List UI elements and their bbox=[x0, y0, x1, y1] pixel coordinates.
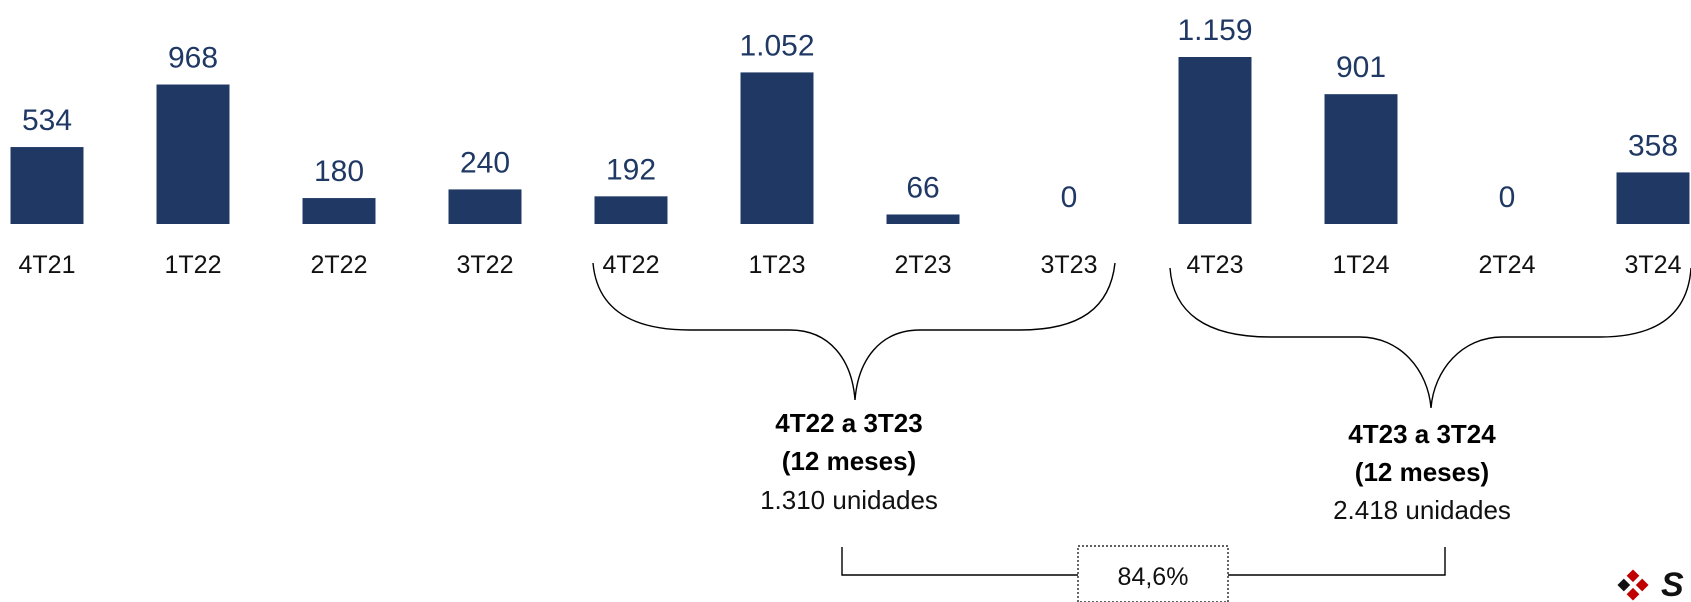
bar-1T24 bbox=[1324, 94, 1398, 225]
group-2-units: 2.418 unidades bbox=[1333, 495, 1511, 525]
value-label-3T24: 358 bbox=[1628, 129, 1678, 162]
category-label-1T23: 1T23 bbox=[749, 251, 806, 279]
category-label-3T24: 3T24 bbox=[1625, 251, 1682, 279]
group-brace-2 bbox=[1169, 267, 1691, 409]
growth-connector bbox=[841, 547, 1446, 576]
value-label-2T22: 180 bbox=[314, 155, 364, 188]
value-label-4T22: 192 bbox=[606, 153, 656, 186]
category-label-2T24: 2T24 bbox=[1479, 251, 1536, 279]
bar-4T23 bbox=[1178, 57, 1252, 224]
bar-3T24 bbox=[1616, 172, 1690, 224]
value-labels-layer: 534 968 180 240 192 1.052 66 0 1.159 901 0 358 bbox=[22, 14, 1678, 214]
bar-4T22 bbox=[594, 196, 668, 224]
bar-1T22 bbox=[156, 84, 230, 224]
value-label-1T24: 901 bbox=[1336, 51, 1386, 84]
group-1-title: 4T22 a 3T23 bbox=[775, 408, 922, 438]
category-label-4T22: 4T22 bbox=[603, 251, 660, 279]
category-label-4T23: 4T23 bbox=[1187, 251, 1244, 279]
bar-2T23 bbox=[886, 214, 960, 224]
category-label-1T22: 1T22 bbox=[165, 251, 222, 279]
category-label-2T22: 2T22 bbox=[311, 251, 368, 279]
bar-2T22 bbox=[302, 198, 376, 224]
group-brace-1 bbox=[592, 262, 1116, 401]
growth-box bbox=[1077, 545, 1229, 602]
value-label-4T21: 534 bbox=[22, 104, 72, 137]
bars-layer bbox=[10, 57, 1690, 225]
group-1-subtitle: (12 meses) bbox=[782, 446, 916, 476]
category-label-3T23: 3T23 bbox=[1041, 251, 1098, 279]
category-label-2T23: 2T23 bbox=[895, 251, 952, 279]
value-label-3T23: 0 bbox=[1061, 181, 1078, 214]
value-label-1T23: 1.052 bbox=[739, 29, 814, 62]
category-label-1T24: 1T24 bbox=[1333, 251, 1390, 279]
growth-label: 84,6% bbox=[1118, 563, 1189, 591]
category-label-3T22: 3T22 bbox=[457, 251, 514, 279]
group-2-title: 4T23 a 3T24 bbox=[1348, 419, 1496, 449]
value-label-2T23: 66 bbox=[906, 171, 939, 204]
logo-diamond-icon bbox=[1617, 569, 1649, 601]
category-label-4T21: 4T21 bbox=[19, 251, 76, 279]
value-label-3T22: 240 bbox=[460, 146, 510, 179]
bar-3T22 bbox=[448, 189, 522, 224]
group-2-subtitle: (12 meses) bbox=[1355, 457, 1489, 487]
bar-1T23 bbox=[740, 72, 814, 224]
group-1-units: 1.310 unidades bbox=[760, 485, 938, 515]
value-label-2T24: 0 bbox=[1499, 181, 1516, 214]
category-labels-layer: 4T21 1T22 2T22 3T22 4T22 1T23 2T23 3T23 4T23 1T24… bbox=[19, 251, 1682, 279]
bar-4T21 bbox=[10, 147, 84, 224]
value-label-4T23: 1.159 bbox=[1177, 14, 1252, 47]
company-logo: S bbox=[1617, 566, 1684, 602]
value-label-1T22: 968 bbox=[168, 42, 218, 75]
logo-wordmark: S bbox=[1661, 566, 1684, 602]
